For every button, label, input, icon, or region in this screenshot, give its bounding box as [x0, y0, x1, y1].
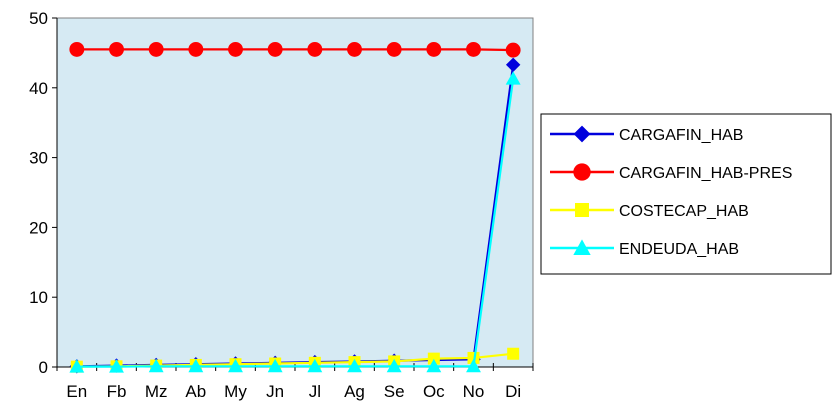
data-point: [427, 352, 440, 365]
legend-label: ENDEUDA_HAB: [619, 241, 739, 258]
data-point: [505, 57, 521, 72]
x-tick-label: Se: [384, 382, 405, 401]
legend-item: COSTECAP_HAB: [550, 203, 749, 220]
data-point: [267, 358, 283, 373]
data-point: [347, 358, 362, 373]
data-point: [228, 41, 243, 57]
y-axis: 0 10 20 30 40 50: [29, 9, 58, 377]
data-point: [467, 351, 480, 364]
x-tick-label: Ab: [185, 382, 206, 401]
x-tick-label: No: [463, 382, 485, 401]
plot-area: [56, 17, 534, 368]
data-point: [109, 41, 124, 57]
x-tick-label: My: [224, 382, 247, 401]
series-endeuda-hab: [69, 71, 521, 373]
legend: CARGAFIN_HAB CARGAFIN_HAB-PRES COSTECAP_HA…: [540, 113, 832, 275]
legend-label: COSTECAP_HAB: [619, 203, 749, 220]
y-tick-label: 40: [29, 79, 48, 98]
legend-item: ENDEUDA_HAB: [550, 239, 739, 258]
x-tick-label: Oc: [423, 382, 445, 401]
series-line: [76, 48, 514, 52]
x-tick-label: Di: [505, 382, 521, 401]
data-point: [386, 41, 402, 57]
x-tick-label: Fb: [107, 382, 127, 401]
data-point: [307, 41, 323, 57]
x-tick-label: En: [66, 382, 87, 401]
data-point: [426, 358, 442, 373]
data-point: [188, 41, 204, 57]
series-cargafin-hab-pres: [69, 41, 521, 58]
legend-label: CARGAFIN_HAB-PRES: [619, 165, 792, 182]
data-point: [386, 358, 402, 373]
x-tick-label: Ag: [344, 382, 365, 401]
y-tick-label: 30: [29, 149, 48, 168]
x-tick-label: Jn: [266, 382, 284, 401]
data-point: [426, 41, 442, 57]
data-point: [228, 358, 243, 373]
legend-marker: [573, 163, 591, 181]
y-tick-label: 20: [29, 218, 48, 237]
legend-item: CARGAFIN_HAB-PRES: [550, 163, 792, 182]
data-point: [69, 359, 85, 373]
legend-marker: [573, 239, 591, 255]
y-tick-label: 50: [29, 9, 48, 28]
series-layer: [69, 41, 521, 374]
x-tick-label: Mz: [145, 382, 168, 401]
data-point: [148, 41, 164, 57]
data-point: [507, 347, 520, 360]
y-tick-label: 0: [39, 358, 48, 377]
series-line: [76, 78, 515, 368]
data-point: [109, 359, 124, 373]
data-point: [307, 358, 323, 373]
y-tick-label: 10: [29, 288, 48, 307]
data-point: [466, 41, 481, 57]
legend-label: CARGAFIN_HAB: [619, 127, 743, 144]
data-point: [505, 71, 521, 85]
data-point: [505, 42, 521, 58]
data-point: [148, 358, 164, 373]
data-point: [188, 358, 204, 373]
x-tick-label: Jl: [309, 382, 321, 401]
legend-item: CARGAFIN_HAB: [550, 125, 743, 144]
x-axis: En Fb Mz Ab My Jn Jl Ag Se Oc No Di: [56, 363, 534, 401]
data-point: [347, 41, 362, 57]
data-point: [69, 41, 85, 57]
data-point: [466, 358, 481, 373]
legend-marker: [573, 125, 591, 143]
data-point: [267, 41, 283, 57]
legend-marker: [575, 203, 589, 217]
